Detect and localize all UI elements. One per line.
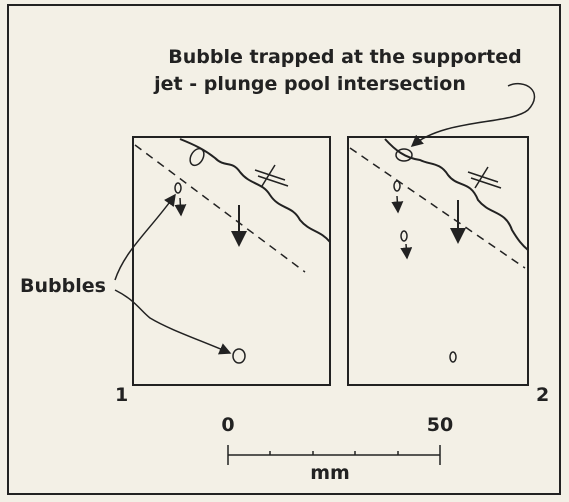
scale-label: 0	[221, 414, 234, 436]
scale-label: 50	[427, 414, 453, 436]
bubble	[232, 348, 246, 364]
arrow	[174, 197, 187, 217]
trapped-bubble	[395, 148, 413, 162]
flow-symbol	[254, 164, 289, 187]
annotation-line: Bubble trapped at the supported	[168, 46, 521, 68]
panel	[132, 136, 331, 386]
arrow	[400, 243, 413, 260]
bubble	[393, 180, 401, 192]
bubble	[174, 182, 182, 194]
flow-symbol	[467, 166, 502, 189]
jet-edge	[384, 138, 529, 251]
dashed-line	[349, 147, 526, 269]
bubble	[449, 351, 457, 363]
dashed-line	[134, 144, 306, 273]
bubbles-label: Bubbles	[20, 275, 106, 297]
scale-unit: mm	[310, 462, 350, 484]
bubble	[400, 230, 408, 242]
panel-label: 1	[115, 384, 128, 406]
scale-bar	[227, 445, 441, 465]
arrow	[391, 195, 404, 214]
leader	[114, 289, 232, 355]
annotation-line: jet - plunge pool intersection	[153, 73, 466, 95]
panel-label: 2	[536, 384, 549, 406]
panel	[347, 136, 529, 386]
annotation-leader	[410, 82, 536, 147]
trapped-bubble	[189, 147, 205, 167]
leader	[114, 193, 176, 281]
outer-frame	[7, 4, 561, 495]
jet-edge	[179, 138, 331, 243]
